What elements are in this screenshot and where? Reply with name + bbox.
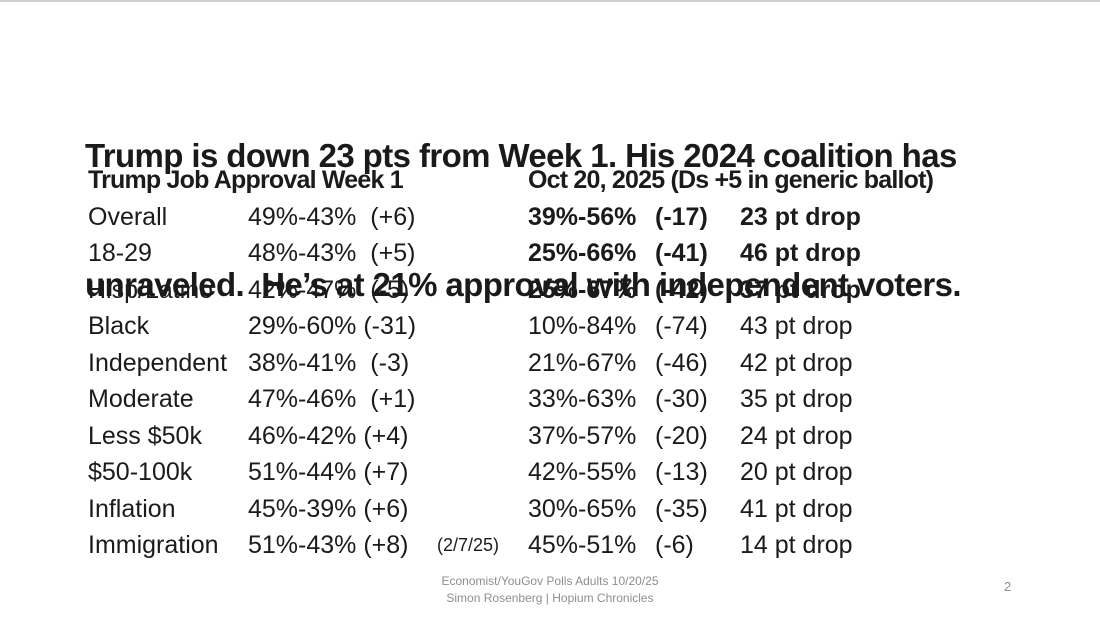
week1-value: 45%-39% (+6) [248, 494, 409, 523]
row-label: 18-29 [88, 239, 152, 267]
slide-title: Trump is down 23 pts from Week 1. His 20… [85, 48, 1065, 392]
pt-drop: 43 pt drop [740, 312, 853, 340]
oct-margin: (-42) [655, 275, 708, 304]
pt-drop: 46 pt drop [740, 239, 861, 267]
table-row-18-29: 18-29 48%-43% (+5) 25%-66% (-41) 46 pt d… [88, 235, 1078, 272]
oct-value: 33%-63% [528, 385, 637, 413]
pt-drop: 35 pt drop [740, 385, 853, 413]
pt-drop: 24 pt drop [740, 421, 853, 450]
slide-title-line-1: Trump is down 23 pts from Week 1. His 20… [85, 137, 957, 174]
week1-value: 51%-44% (+7) [248, 458, 409, 486]
table-row-immigration: Immigration 51%-43% (+8) (2/7/25) 45%-51… [88, 527, 1078, 564]
table-row-overall: Overall 49%-43% (+6) 39%-56% (-17) 23 pt… [88, 199, 1078, 236]
row-label: Black [88, 312, 150, 340]
oct-value: 25%-66% [528, 239, 637, 267]
week1-value: 38%-41% (-3) [248, 348, 410, 377]
oct-margin: (-46) [655, 348, 708, 377]
oct-margin: (-41) [655, 239, 708, 267]
oct-value: 45%-51% [528, 531, 637, 559]
row-label: Overall [88, 202, 168, 231]
date-note: (2/7/25) [437, 535, 500, 555]
footer-source-line: Economist/YouGov Polls Adults 10/20/25 [441, 574, 659, 588]
oct-margin: (-74) [655, 312, 708, 340]
footer-author-line: Simon Rosenberg | Hopium Chronicles [446, 591, 654, 605]
oct-value: 39%-56% [528, 202, 637, 231]
oct-value: 21%-67% [528, 348, 637, 377]
table-row-black: Black 29%-60% (-31) 10%-84% (-74) 43 pt … [88, 308, 1078, 345]
row-label: Independent [88, 348, 228, 377]
slide-footer: Economist/YouGov Polls Adults 10/20/25 S… [0, 573, 1100, 607]
table-header-row: Trump Job Approval Week 1 Oct 20, 2025 (… [88, 162, 1078, 199]
week1-value: 48%-43% (+5) [248, 239, 416, 267]
week1-value: 47%-46% (+1) [248, 385, 416, 413]
row-label: $50-100k [88, 458, 193, 486]
oct-margin: (-35) [655, 494, 708, 523]
slide-title-line-2: unraveled. He’s at 21% approval with ind… [85, 266, 962, 303]
row-label: Hisp/Latino [88, 275, 214, 304]
row-label: Inflation [88, 494, 176, 523]
table-row-inflation: Inflation 45%-39% (+6) 30%-65% (-35) 41 … [88, 491, 1078, 528]
pt-drop: 42 pt drop [740, 348, 853, 377]
row-label: Less $50k [88, 421, 202, 450]
week1-value: 51%-43% (+8) [248, 531, 409, 559]
oct-margin: (-17) [655, 202, 708, 231]
oct-value: 30%-65% [528, 494, 637, 523]
week1-value: 29%-60% (-31) [248, 312, 417, 340]
table-row-less-50k: Less $50k 46%-42% (+4) 37%-57% (-20) 24 … [88, 418, 1078, 455]
pt-drop: 20 pt drop [740, 458, 853, 486]
right-column-header: Oct 20, 2025 (Ds +5 in generic ballot) [528, 166, 934, 194]
oct-margin: (-6) [655, 531, 694, 559]
pt-drop: 37 pt drop [740, 275, 861, 304]
table-row-moderate: Moderate 47%-46% (+1) 33%-63% (-30) 35 p… [88, 381, 1078, 418]
approval-table: Trump Job Approval Week 1 Oct 20, 2025 (… [88, 162, 1078, 564]
row-label: Immigration [88, 531, 219, 559]
oct-value: 42%-55% [528, 458, 637, 486]
oct-value: 10%-84% [528, 312, 637, 340]
pt-drop: 41 pt drop [740, 494, 853, 523]
table-row-independent: Independent 38%-41% (-3) 21%-67% (-46) 4… [88, 345, 1078, 382]
week1-value: 49%-43% (+6) [248, 202, 416, 231]
week1-value: 42%-47% (-5) [248, 275, 410, 304]
page-number: 2 [1004, 579, 1012, 594]
pt-drop: 14 pt drop [740, 531, 853, 559]
row-label: Moderate [88, 385, 194, 413]
oct-margin: (-13) [655, 458, 708, 486]
pt-drop: 23 pt drop [740, 202, 861, 231]
left-column-header: Trump Job Approval Week 1 [88, 166, 404, 194]
week1-value: 46%-42% (+4) [248, 421, 409, 450]
oct-value: 37%-57% [528, 421, 637, 450]
oct-value: 25%-67% [528, 275, 637, 304]
oct-margin: (-20) [655, 421, 708, 450]
table-row-50-100k: $50-100k 51%-44% (+7) 42%-55% (-13) 20 p… [88, 454, 1078, 491]
oct-margin: (-30) [655, 385, 708, 413]
table-row-hisp-latino: Hisp/Latino 42%-47% (-5) 25%-67% (-42) 3… [88, 272, 1078, 309]
